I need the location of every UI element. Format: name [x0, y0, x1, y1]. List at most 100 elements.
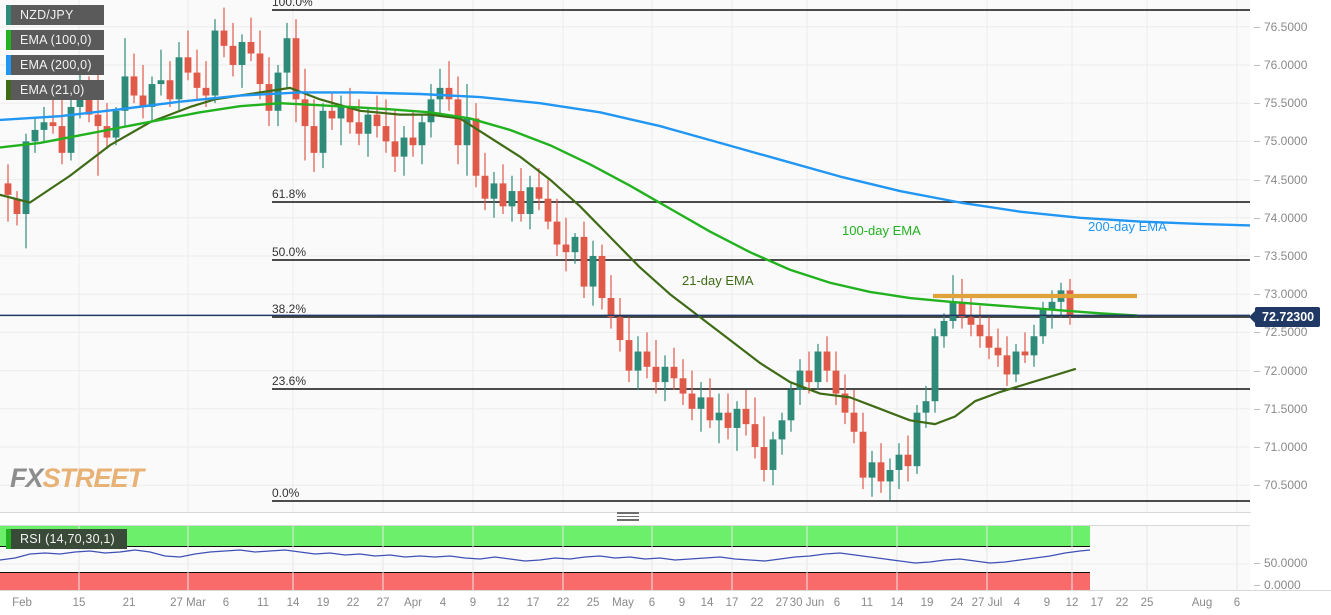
- legend-color-bar: [6, 5, 11, 25]
- axis-tick-mark: [1254, 26, 1260, 28]
- handle-line: [617, 512, 639, 514]
- time-axis-tick-label: 6: [833, 597, 841, 609]
- rsi-legend-label: RSI (14,70,30,1): [20, 532, 115, 546]
- fib-level-label: 100.0%: [272, 0, 313, 9]
- fib-level-label: 50.0%: [272, 245, 307, 259]
- price-axis-tick-label: 72.5000: [1264, 325, 1308, 340]
- legend-item-ema-200[interactable]: EMA (200,0): [6, 55, 104, 75]
- time-axis-tick-label: 17: [526, 597, 540, 609]
- time-axis-tick-label: 27: [376, 597, 390, 609]
- time-axis-tick-label: 12: [1065, 597, 1079, 609]
- price-axis[interactable]: 76.5000 76.0000 75.5000 75.0000 74.5000 74.00…: [1250, 0, 1331, 512]
- price-plot: [0, 0, 1252, 512]
- time-axis-tick-label: 11: [257, 597, 269, 609]
- time-axis-tick-label: 6: [648, 597, 656, 609]
- fib-level-label: 38.2%: [272, 302, 307, 316]
- time-axis-tick-label: Aug: [1191, 597, 1213, 609]
- price-axis-tick-label: 75.0000: [1264, 134, 1308, 149]
- legend-label: EMA (200,0): [20, 58, 92, 72]
- time-axis-tick-label: 19: [920, 597, 934, 609]
- time-axis-tick-label: 14: [286, 597, 300, 609]
- time-axis-tick-label: 22: [346, 597, 360, 609]
- axis-tick-mark: [1254, 179, 1260, 181]
- rsi-axis-tick-label: 0.0000: [1264, 578, 1301, 592]
- rsi-oversold-band: [0, 572, 1090, 592]
- rsi-indicator-panel[interactable]: RSI (14,70,30,1): [0, 525, 1251, 592]
- time-axis-tick-label: 22: [750, 597, 764, 609]
- legend-label: EMA (21,0): [20, 83, 85, 97]
- axis-tick-mark: [1254, 563, 1260, 564]
- panel-resize-handle[interactable]: [617, 512, 639, 522]
- fxstreet-logo: FXSTREET: [10, 463, 145, 494]
- axis-tick-mark: [1254, 103, 1260, 105]
- legend-item-ema-100[interactable]: EMA (100,0): [6, 30, 104, 50]
- fib-level-label: 23.6%: [272, 374, 307, 388]
- price-axis-tick-label: 74.0000: [1264, 210, 1308, 225]
- time-axis-tick-label: 12: [496, 597, 510, 609]
- legend-item-symbol[interactable]: NZD/JPY: [6, 5, 104, 25]
- time-axis-tick-label: 11: [861, 597, 873, 609]
- time-axis-tick-label: 4: [1013, 597, 1021, 609]
- legend-color-bar: [6, 30, 11, 50]
- time-axis-tick-label: 9: [678, 597, 686, 609]
- legend-item-ema-21[interactable]: EMA (21,0): [6, 80, 104, 100]
- time-axis-tick-label: 19: [316, 597, 330, 609]
- time-axis[interactable]: Feb 15 21 27 Mar 6 11 14 19 22 27 Apr 4 9 12 17 22 25 May…: [0, 590, 1331, 615]
- rsi-axis-tick-label: 50.0000: [1264, 556, 1308, 570]
- handle-line: [617, 519, 639, 521]
- time-axis-tick-label: Apr: [404, 597, 422, 609]
- axis-tick-mark: [1254, 585, 1260, 586]
- rsi-legend-color-bar: [6, 529, 11, 549]
- time-axis-tick-label: 9: [1043, 597, 1051, 609]
- axis-tick-mark: [1254, 294, 1260, 296]
- rsi-plot: [0, 526, 1250, 591]
- legend-color-bar: [6, 80, 11, 100]
- price-chart-panel[interactable]: [0, 0, 1252, 513]
- time-axis-tick-label: 15: [72, 597, 86, 609]
- time-axis-tick-label: 17: [1090, 597, 1104, 609]
- time-axis-tick-label: 27 Jul: [971, 597, 1003, 609]
- time-axis-tick-label: 25: [1140, 597, 1154, 609]
- price-axis-tick-label: 73.5000: [1264, 249, 1308, 263]
- annotation-ema-100: 100-day EMA: [842, 223, 921, 238]
- legend-color-bar: [6, 55, 11, 75]
- fxstreet-logo-street: STREET: [42, 463, 145, 493]
- price-axis-tick-label: 71.0000: [1264, 440, 1308, 455]
- current-price-tag: 72.72300: [1255, 307, 1321, 327]
- axis-tick-mark: [1254, 256, 1260, 257]
- price-axis-tick-label: 72.0000: [1264, 363, 1308, 378]
- chart-legend: NZD/JPY EMA (100,0) EMA (200,0) EMA (21,0): [6, 5, 104, 105]
- time-axis-tick-label: Feb: [12, 597, 32, 609]
- time-axis-tick-label: 14: [890, 597, 904, 609]
- time-axis-tick-label: 21: [122, 597, 136, 609]
- axis-tick-mark: [1254, 217, 1260, 219]
- price-axis-tick-label: 75.5000: [1264, 96, 1308, 111]
- time-axis-tick-label: 24: [950, 597, 964, 609]
- price-axis-tick-label: 74.5000: [1264, 172, 1308, 187]
- rsi-axis[interactable]: 50.0000 0.0000: [1250, 525, 1331, 592]
- price-axis-tick-label: 76.0000: [1264, 57, 1308, 72]
- time-axis-tick-label: 17: [725, 597, 739, 609]
- legend-label: NZD/JPY: [20, 8, 74, 22]
- time-axis-tick-label: 22: [1115, 597, 1129, 609]
- axis-tick-mark: [1254, 332, 1260, 334]
- annotation-ema-21: 21-day EMA: [682, 273, 754, 288]
- axis-tick-mark: [1254, 408, 1260, 410]
- time-axis-tick-label: 14: [700, 597, 714, 609]
- time-axis-tick-label: 25: [586, 597, 600, 609]
- annotation-ema-200: 200-day EMA: [1088, 219, 1167, 234]
- time-axis-tick-label: 22: [556, 597, 570, 609]
- time-axis-tick-label: 9: [469, 597, 477, 609]
- price-axis-tick-label: 70.5000: [1264, 478, 1308, 493]
- time-axis-tick-label: 27: [775, 597, 789, 609]
- fib-level-label: 61.8%: [272, 187, 307, 201]
- rsi-overbought-band: [0, 526, 1090, 547]
- legend-label: EMA (100,0): [20, 33, 92, 47]
- axis-tick-mark: [1254, 447, 1260, 449]
- fib-level-label: 0.0%: [272, 486, 300, 500]
- axis-tick-mark: [1254, 485, 1260, 487]
- axis-tick-mark: [1254, 64, 1260, 66]
- fxstreet-logo-fx: FX: [10, 463, 44, 493]
- time-axis-tick-label: May: [612, 597, 634, 609]
